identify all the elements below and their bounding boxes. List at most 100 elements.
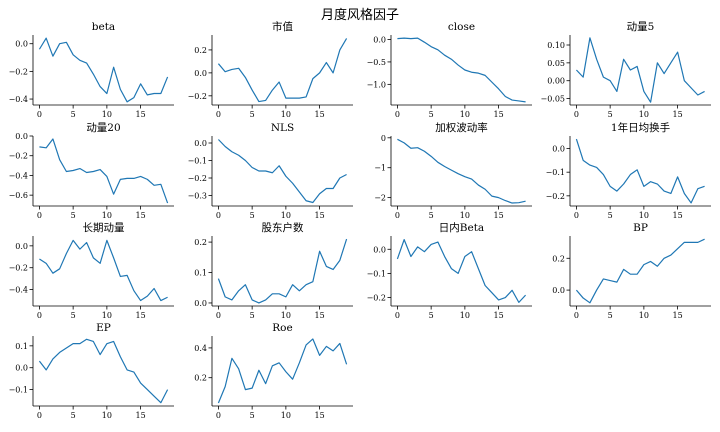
x-tick-label: 15 [494,110,504,119]
data-point [332,350,334,352]
series-line [38,338,169,404]
figure-title: 月度风格因子 [320,8,399,23]
subplot-3: 动量5 0 5 10 15 0.10 0.05 0.00 −0.05 [540,21,711,119]
data-point [140,300,142,302]
data-point [464,69,466,71]
data-point [305,96,307,98]
data-point [663,190,665,192]
data-point [690,202,692,204]
data-point [265,170,267,172]
data-point [153,93,155,95]
x-tick-label: 10 [281,411,291,420]
y-tick-label: −0.2 [9,264,28,273]
data-point [697,241,699,243]
data-point [319,72,321,74]
data-point [697,188,699,190]
data-point [319,354,321,356]
data-point [52,272,54,274]
x-tick-label: 10 [460,211,470,220]
data-point [518,100,520,102]
subplot-2: close 0 5 10 15 0.0 −0.5 −1.0 [367,21,532,119]
x-tick-label: 15 [136,110,146,119]
data-point [437,161,439,163]
y-tick-label: −0.1 [546,168,565,177]
data-point [238,154,240,156]
data-point [457,272,459,274]
data-point [677,51,679,53]
subplot-title: beta [92,21,115,33]
x-tick-label: 15 [494,311,504,320]
data-point [670,254,672,256]
data-point [244,160,246,162]
x-tick-label: 5 [71,311,76,320]
data-point [643,264,645,266]
data-point [609,80,611,82]
x-tick-label: 10 [639,110,649,119]
data-point [491,81,493,83]
data-point [650,260,652,262]
subplot-8: 长期动量 0 5 10 15 0.0 −0.2 −0.4 [9,222,174,320]
data-point [417,147,419,149]
series-line [575,238,705,304]
subplot-0: beta 0 5 10 15 0.0 −0.2 −0.4 [9,21,174,119]
y-tick-label: 0.4 [194,344,207,353]
data-point [704,90,706,92]
data-point [106,175,108,177]
data-point [292,378,294,380]
data-point [504,297,506,299]
y-tick-label: −0.05 [540,95,565,104]
data-point [224,146,226,148]
data-point [596,289,598,291]
data-point [38,360,40,362]
data-point [238,67,240,69]
x-tick-label: 5 [250,110,255,119]
data-point [278,293,280,295]
data-point [623,183,625,185]
data-point [278,362,280,364]
y-tick-label: −0.1 [188,157,207,166]
data-point [146,94,148,96]
data-point [258,302,260,304]
data-point [271,89,273,91]
data-point [92,340,94,342]
y-tick-label: 0.0 [15,364,28,373]
data-point [636,169,638,171]
data-point [231,357,233,359]
x-tick-label: 0 [574,311,579,320]
data-point [99,86,101,88]
series-line [575,37,705,103]
data-point [484,74,486,76]
data-point [319,193,321,195]
data-point [79,248,81,250]
data-point [119,356,121,358]
data-point [271,172,273,174]
data-point [119,178,121,180]
x-tick-label: 15 [673,311,683,320]
data-point [582,297,584,299]
data-point [312,202,314,204]
data-point [278,165,280,167]
data-point [167,296,169,298]
data-point [417,246,419,248]
data-point [403,142,405,144]
data-point [160,300,162,302]
series-line [38,37,169,103]
data-point [167,202,169,204]
y-tick-label: −1 [374,164,386,173]
x-tick-label: 10 [281,211,291,220]
x-tick-label: 10 [102,311,112,320]
data-point [677,248,679,250]
y-tick-label: 0.0 [15,40,28,49]
data-point [437,49,439,51]
data-point [99,354,101,356]
data-point [616,281,618,283]
data-point [312,281,314,283]
data-point [65,41,67,43]
y-tick-label: −0.5 [367,58,386,67]
data-point [133,290,135,292]
data-point [217,278,219,280]
data-point [616,190,618,192]
x-tick-label: 15 [494,211,504,220]
data-point [636,273,638,275]
data-point [623,58,625,60]
